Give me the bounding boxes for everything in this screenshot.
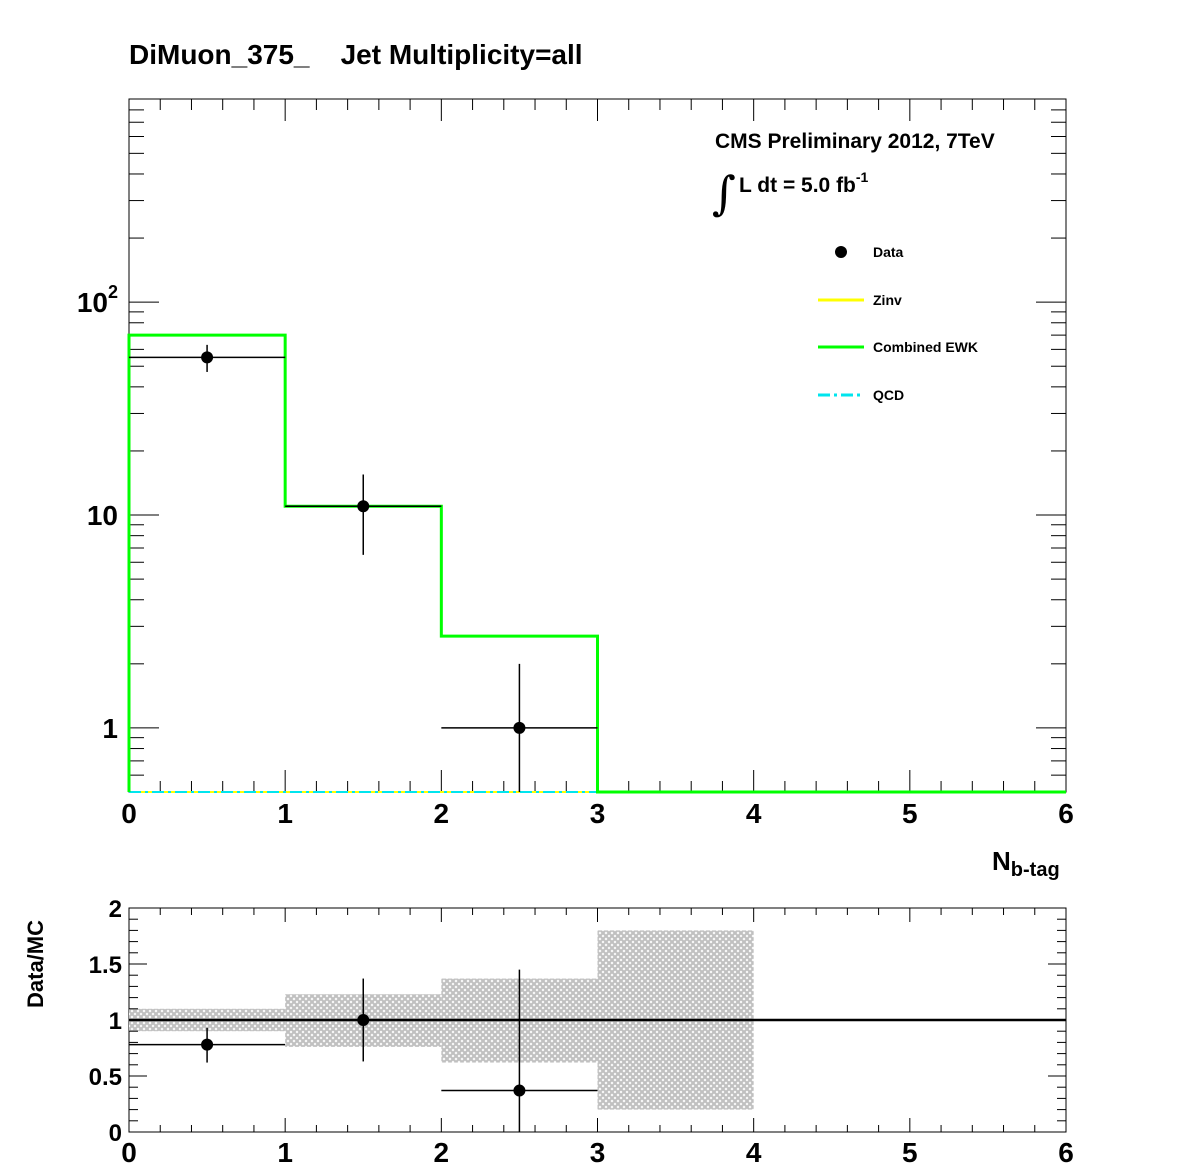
ratio-y-tick-label: 1.5: [89, 952, 122, 979]
main-series: [127, 333, 1066, 794]
integral-symbol: ∫: [712, 166, 736, 220]
y-tick-label-exp: 2: [108, 282, 118, 302]
legend-label-data: Data: [873, 244, 904, 260]
x-axis-title: Nb-tag: [992, 846, 1060, 881]
y-tick-label-base: 10: [77, 287, 108, 318]
ratio-x-tick-label: 3: [590, 1137, 606, 1168]
y-tick-label: 1: [102, 713, 118, 744]
lumi-text: L dt = 5.0 fb: [739, 174, 856, 197]
ratio-point: [357, 1014, 370, 1026]
legend-label-qcd: QCD: [873, 387, 904, 403]
x-tick-label: 1: [277, 798, 293, 829]
x-tick-label: 0: [121, 798, 137, 829]
x-axis-title-sub: b-tag: [1011, 859, 1060, 881]
ratio-x-tick-label: 5: [902, 1137, 918, 1168]
cms-label: CMS Preliminary 2012, 7TeV: [715, 130, 995, 153]
x-axis-title-main: N: [992, 846, 1011, 876]
x-tick-label: 2: [434, 798, 450, 829]
ratio-y-tick-label: 1: [109, 1008, 122, 1035]
chart-title: DiMuon_375_ Jet Multiplicity=all: [129, 39, 583, 70]
ratio-y-tick-labels: 0 0.5 1 1.5 2: [89, 896, 122, 1147]
ratio-points: [129, 969, 598, 1132]
ratio-x-tick-label: 4: [746, 1137, 762, 1168]
x-tick-label: 5: [902, 798, 918, 829]
ratio-y-tick-label: 0: [109, 1120, 122, 1147]
lumi-exponent: -1: [856, 169, 869, 185]
x-tick-label: 3: [590, 798, 606, 829]
ratio-point: [201, 1038, 214, 1051]
ratio-x-tick-label: 2: [434, 1137, 450, 1168]
ratio-panel: 0 0.5 1 1.5 2 0 1 2 3 4 5 6: [89, 896, 1074, 1168]
data-point: [357, 500, 370, 513]
data-point: [201, 351, 214, 364]
ratio-x-tick-label: 0: [121, 1137, 137, 1168]
lumi-label: L dt = 5.0 fb-1: [739, 169, 869, 197]
legend-label-zinv: Zinv: [873, 292, 902, 308]
legend-marker-data: [835, 246, 847, 258]
main-x-tick-labels: 0 1 2 3 4 5 6: [121, 798, 1074, 829]
ratio-x-tick-label: 1: [277, 1137, 293, 1168]
x-tick-label: 4: [746, 798, 762, 829]
y-tick-label: 10: [87, 500, 118, 531]
y-tick-label: 102: [77, 282, 118, 318]
ratio-y-axis-title: Data/MC: [23, 920, 48, 1008]
x-tick-label: 6: [1058, 798, 1074, 829]
ratio-axis-ticks: [128, 907, 1067, 1133]
data-point: [513, 721, 526, 734]
legend-label-ewk: Combined EWK: [873, 339, 978, 355]
ratio-x-tick-labels: 0 1 2 3 4 5 6: [121, 1137, 1074, 1168]
legend: Data Zinv Combined EWK QCD: [818, 244, 978, 403]
combined-ewk-histogram: [127, 333, 1066, 794]
ratio-point: [513, 1084, 526, 1097]
ratio-y-tick-label: 2: [109, 896, 122, 923]
ratio-y-tick-label: 0.5: [89, 1064, 122, 1091]
ratio-x-tick-label: 6: [1058, 1137, 1074, 1168]
